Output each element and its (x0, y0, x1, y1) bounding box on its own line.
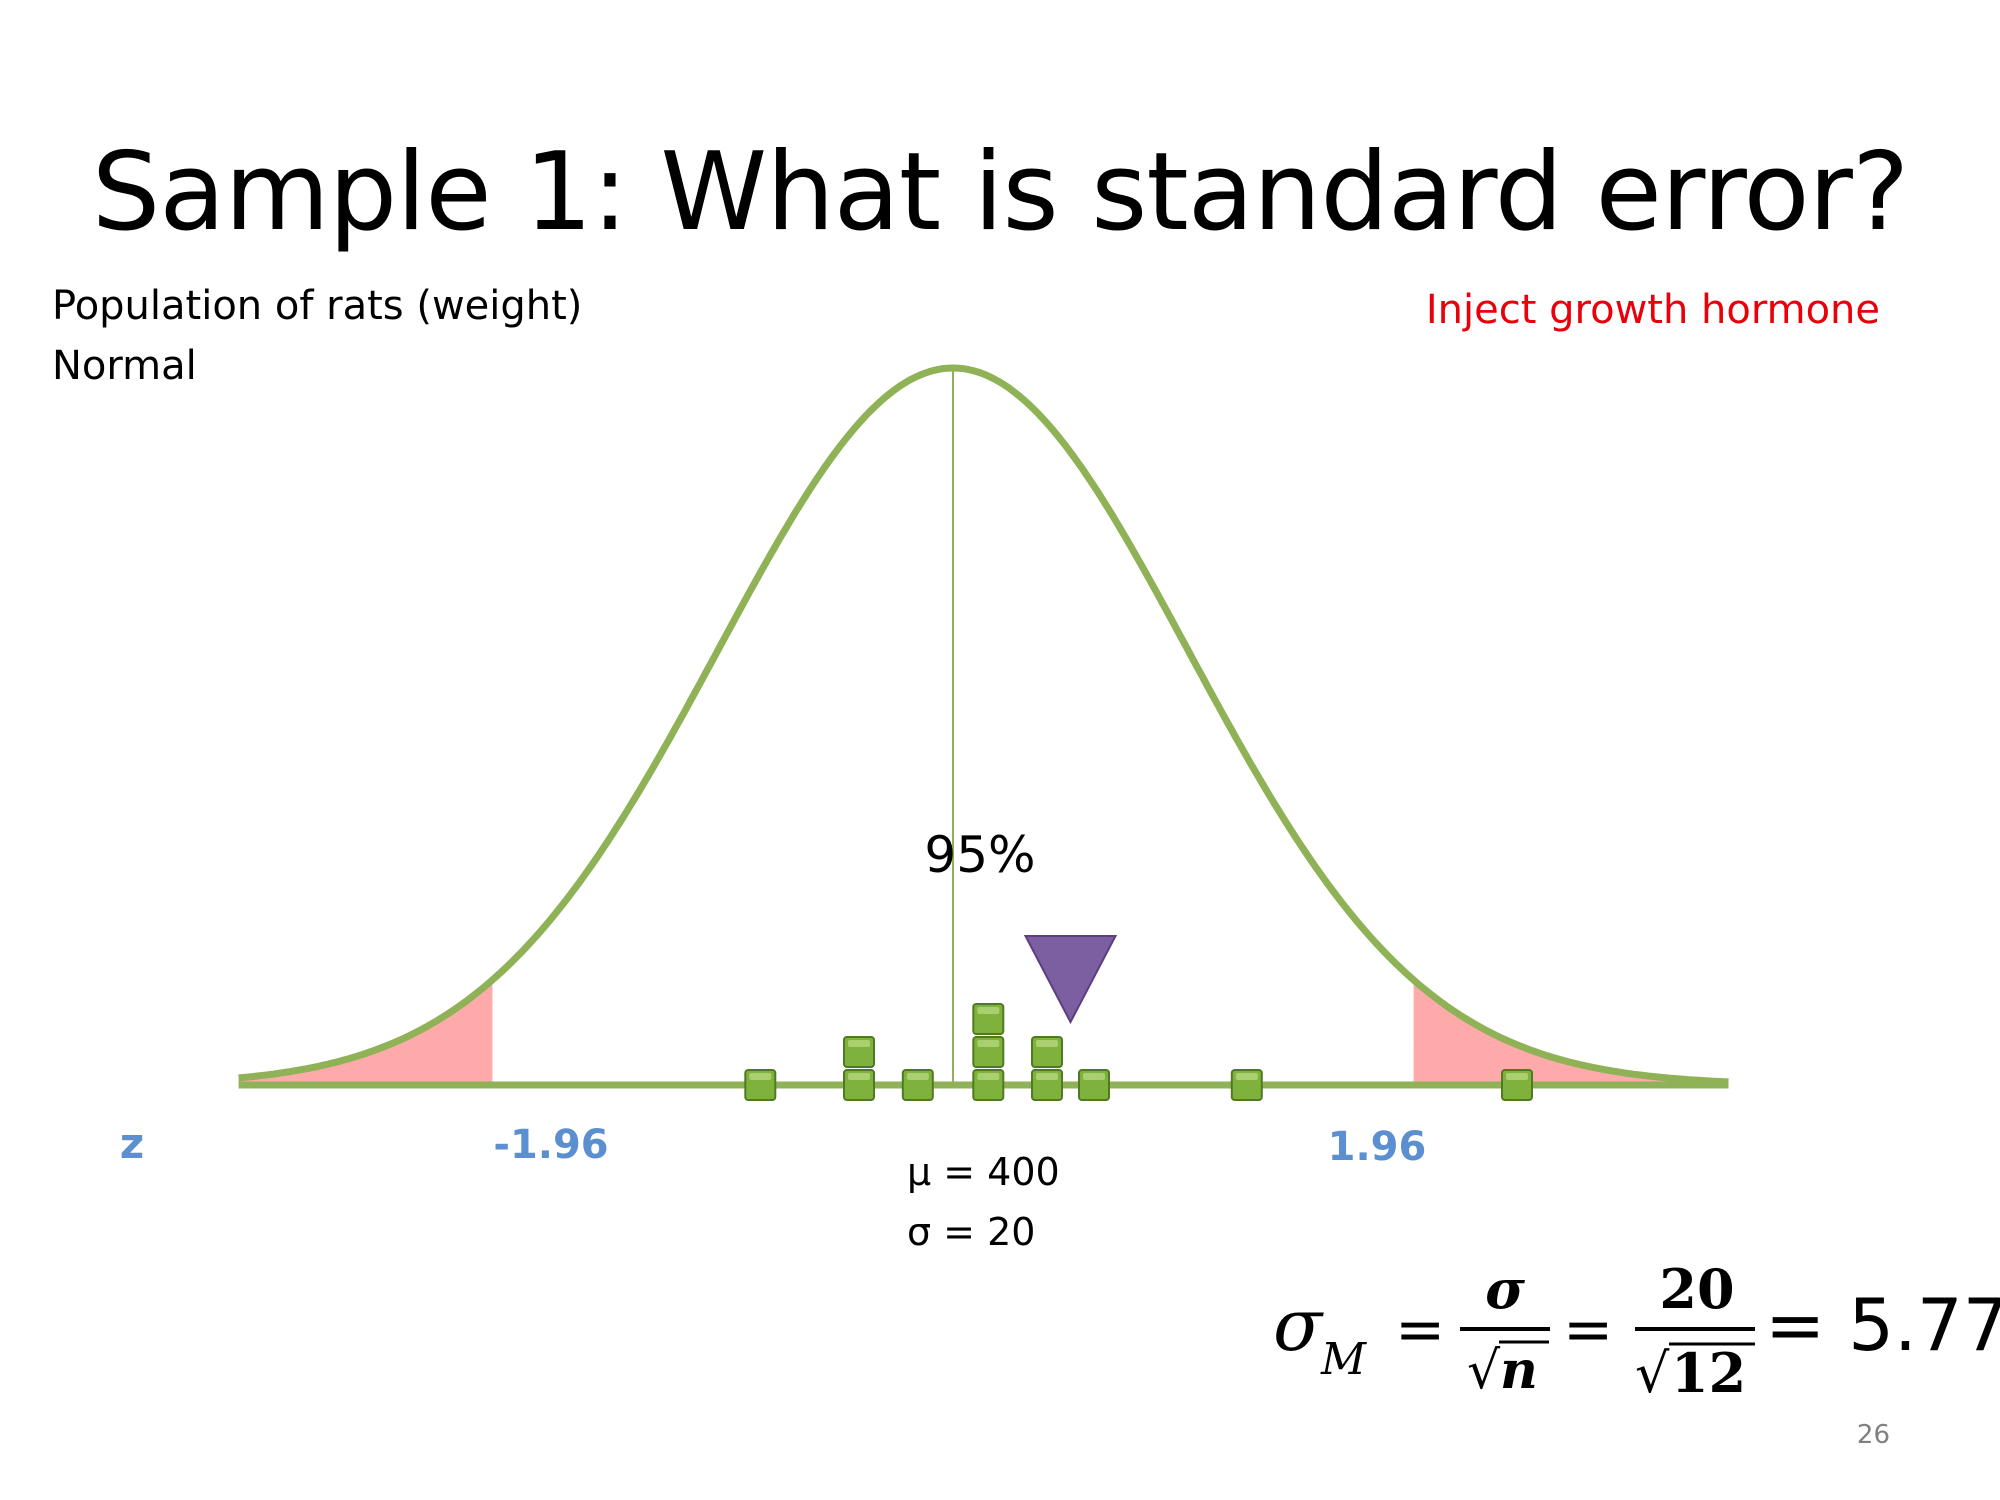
formula-sigma-subscript: M (1320, 1334, 1367, 1385)
sample-square-highlight (848, 1073, 870, 1080)
sample-square-highlight (977, 1007, 1000, 1014)
sample-square-highlight (1036, 1040, 1058, 1047)
population-mean: μ = 400 (907, 1150, 1060, 1194)
formula-numerator-sigma: σ (1485, 1257, 1525, 1321)
formula-denominator-12: 12 (1671, 1341, 1746, 1405)
normal-curve (238, 364, 1729, 1086)
sample-square-highlight (977, 1040, 1000, 1047)
sample-square-highlight (749, 1073, 772, 1080)
standard-error-formula: σ M = σ √ n = 20 √ 12 = 5.77 (1273, 1257, 2000, 1405)
slide-title: Sample 1: What is standard error? (91, 130, 1910, 255)
formula-equals-2: = (1563, 1295, 1613, 1365)
right-tail-area (1413, 980, 1729, 1085)
z-axis-label: z (120, 1119, 144, 1168)
sample-square-highlight (1036, 1073, 1058, 1080)
sample-square-highlight (848, 1040, 870, 1047)
population-label: Population of rats (weight) (52, 283, 583, 329)
distribution-label: Normal (52, 343, 197, 389)
sample-square-highlight (906, 1073, 929, 1080)
sample-squares (744, 1003, 1533, 1101)
formula-numerator-20: 20 (1659, 1257, 1734, 1321)
slide-number: 26 (1856, 1420, 1890, 1450)
right-critical-z-label: 1.96 (1328, 1124, 1427, 1170)
formula-sigma: σ (1273, 1283, 1324, 1367)
center-percent-label: 95% (924, 826, 1035, 884)
treatment-label: Inject growth hormone (1425, 287, 1880, 333)
sample-square-highlight (1083, 1073, 1105, 1080)
formula-sqrt-sign-2: √ (1635, 1342, 1670, 1405)
formula-sqrt-sign-1: √ (1467, 1341, 1501, 1401)
formula-equals-1: = (1395, 1295, 1445, 1365)
left-tail-area (238, 980, 493, 1085)
sample-square-highlight (1506, 1073, 1528, 1080)
formula-denominator-n: n (1500, 1340, 1538, 1401)
formula-result: = 5.77 (1765, 1283, 2000, 1367)
sample-square-highlight (1235, 1073, 1258, 1080)
sample-mean-marker (1023, 935, 1118, 1025)
left-critical-z-label: -1.96 (493, 1122, 608, 1168)
population-sd: σ = 20 (907, 1210, 1036, 1254)
sample-square-highlight (977, 1073, 1000, 1080)
